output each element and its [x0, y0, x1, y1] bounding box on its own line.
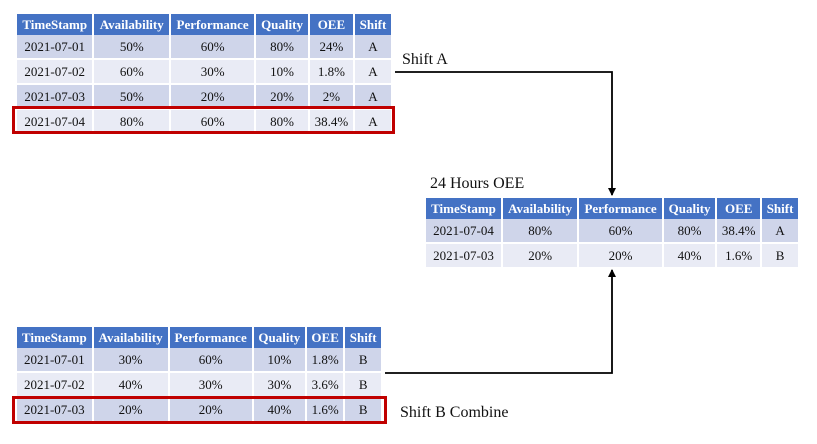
cell-quality: 10% — [256, 60, 308, 85]
oee-table-title: 24 Hours OEE — [430, 175, 525, 192]
column-header-shift: Shift — [762, 198, 798, 219]
cell-timestamp: 2021-07-03 — [17, 398, 92, 423]
cell-timestamp: 2021-07-02 — [17, 60, 93, 85]
shift-a-label: Shift A — [402, 51, 448, 68]
column-header-availability: Availability — [94, 14, 170, 35]
cell-quality: 20% — [256, 85, 308, 110]
column-header-oee: OEE — [306, 327, 344, 348]
cell-timestamp: 2021-07-02 — [17, 373, 92, 398]
cell-availability: 50% — [94, 85, 170, 110]
cell-oee: 38.4% — [309, 110, 353, 135]
cell-timestamp: 2021-07-03 — [426, 244, 501, 269]
cell-performance: 60% — [171, 35, 255, 60]
cell-timestamp: 2021-07-04 — [17, 110, 93, 135]
column-header-shift: Shift — [345, 327, 381, 348]
cell-quality: 80% — [256, 35, 308, 60]
cell-shift: B — [345, 348, 381, 373]
cell-performance: 60% — [169, 348, 252, 373]
cell-quality: 30% — [253, 373, 305, 398]
cell-performance: 60% — [579, 219, 662, 244]
table-row: 2021-07-02 40% 30% 30% 3.6% B — [17, 373, 381, 398]
cell-timestamp: 2021-07-04 — [426, 219, 501, 244]
cell-quality: 40% — [253, 398, 305, 423]
cell-shift: A — [762, 219, 798, 244]
column-header-timestamp: TimeStamp — [17, 14, 93, 35]
cell-quality: 40% — [663, 244, 716, 269]
column-header-availability: Availability — [502, 198, 578, 219]
cell-performance: 20% — [579, 244, 662, 269]
table-row: 2021-07-02 60% 30% 10% 1.8% A — [17, 60, 391, 85]
cell-performance: 30% — [169, 373, 252, 398]
column-header-oee: OEE — [717, 198, 761, 219]
cell-availability: 30% — [93, 348, 168, 373]
cell-timestamp: 2021-07-01 — [17, 348, 92, 373]
table-row: 2021-07-04 80% 60% 80% 38.4% A — [17, 110, 391, 135]
column-header-quality: Quality — [663, 198, 716, 219]
cell-shift: A — [354, 35, 391, 60]
cell-oee: 24% — [309, 35, 353, 60]
column-header-timestamp: TimeStamp — [17, 327, 92, 348]
column-header-performance: Performance — [171, 14, 255, 35]
cell-availability: 60% — [94, 60, 170, 85]
shift-b-table: TimeStamp Availability Performance Quali… — [15, 327, 383, 423]
shift-b-label: Shift B Combine — [400, 404, 509, 421]
cell-oee: 1.6% — [717, 244, 761, 269]
cell-quality: 10% — [253, 348, 305, 373]
cell-availability: 50% — [94, 35, 170, 60]
oee-24h-table: TimeStamp Availability Performance Quali… — [424, 198, 800, 269]
cell-timestamp: 2021-07-03 — [17, 85, 93, 110]
cell-timestamp: 2021-07-01 — [17, 35, 93, 60]
column-header-quality: Quality — [256, 14, 308, 35]
cell-oee: 1.8% — [306, 348, 344, 373]
cell-performance: 30% — [171, 60, 255, 85]
header-row: TimeStamp Availability Performance Quali… — [426, 198, 798, 219]
table-row: 2021-07-01 50% 60% 80% 24% A — [17, 35, 391, 60]
cell-availability: 20% — [502, 244, 578, 269]
table-row: 2021-07-01 30% 60% 10% 1.8% B — [17, 348, 381, 373]
cell-shift: B — [345, 398, 381, 423]
cell-oee: 1.8% — [309, 60, 353, 85]
cell-shift: A — [354, 60, 391, 85]
shift-a-table: TimeStamp Availability Performance Quali… — [15, 14, 393, 135]
column-header-performance: Performance — [169, 327, 252, 348]
cell-performance: 20% — [171, 85, 255, 110]
cell-oee: 1.6% — [306, 398, 344, 423]
cell-availability: 80% — [94, 110, 170, 135]
header-row: TimeStamp Availability Performance Quali… — [17, 14, 391, 35]
column-header-performance: Performance — [579, 198, 662, 219]
cell-availability: 80% — [502, 219, 578, 244]
cell-shift: A — [354, 110, 391, 135]
table-row: 2021-07-04 80% 60% 80% 38.4% A — [426, 219, 798, 244]
table-row: 2021-07-03 20% 20% 40% 1.6% B — [426, 244, 798, 269]
cell-performance: 20% — [169, 398, 252, 423]
column-header-oee: OEE — [309, 14, 353, 35]
table-row: 2021-07-03 50% 20% 20% 2% A — [17, 85, 391, 110]
header-row: TimeStamp Availability Performance Quali… — [17, 327, 381, 348]
column-header-quality: Quality — [253, 327, 305, 348]
cell-availability: 20% — [93, 398, 168, 423]
cell-performance: 60% — [171, 110, 255, 135]
cell-oee: 2% — [309, 85, 353, 110]
table-row: 2021-07-03 20% 20% 40% 1.6% B — [17, 398, 381, 423]
column-header-shift: Shift — [354, 14, 391, 35]
cell-availability: 40% — [93, 373, 168, 398]
cell-quality: 80% — [256, 110, 308, 135]
column-header-timestamp: TimeStamp — [426, 198, 501, 219]
cell-quality: 80% — [663, 219, 716, 244]
cell-shift: B — [762, 244, 798, 269]
cell-oee: 3.6% — [306, 373, 344, 398]
shift-b-arrow — [385, 269, 616, 374]
column-header-availability: Availability — [93, 327, 168, 348]
cell-shift: B — [345, 373, 381, 398]
cell-oee: 38.4% — [717, 219, 761, 244]
cell-shift: A — [354, 85, 391, 110]
